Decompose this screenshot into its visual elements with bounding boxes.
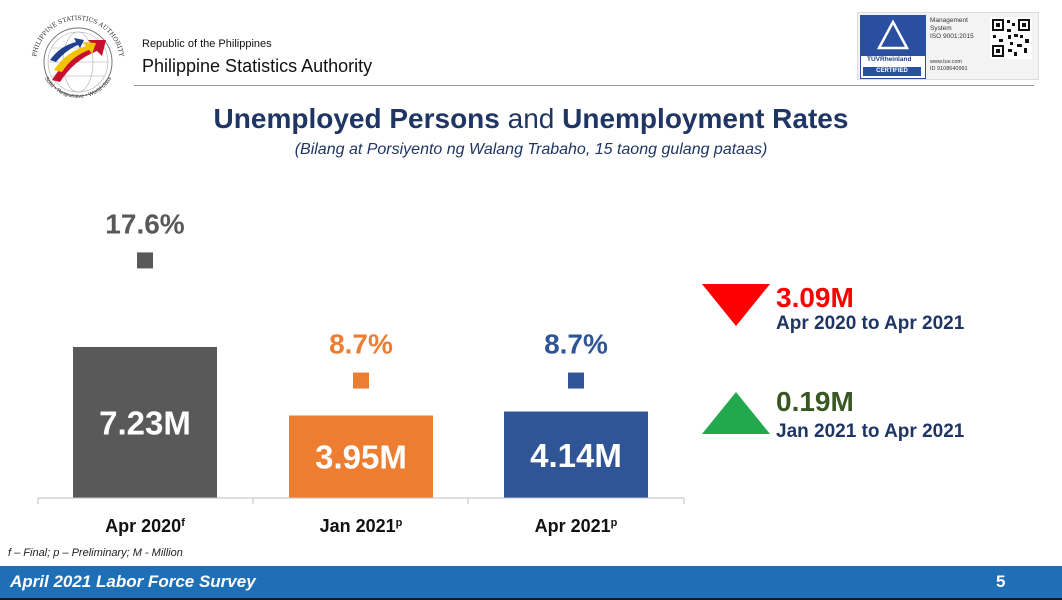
tuv-triangle-icon <box>861 16 925 56</box>
rate-marker <box>137 252 153 269</box>
page-number: 5 <box>996 572 1006 591</box>
footnote: f – Final; p – Preliminary; M - Million <box>8 547 183 559</box>
title-part: Unemployed Persons <box>213 103 500 134</box>
rate-label: 17.6% <box>105 208 184 239</box>
bar <box>504 411 648 498</box>
tuv-certified: CERTIFIED <box>863 67 921 76</box>
cert-id-number: ID 9108640991 <box>930 66 968 72</box>
bar <box>73 346 217 498</box>
title-part: Unemployment Rates <box>562 103 849 134</box>
x-tick-superscript: p <box>611 517 618 529</box>
x-tick-label: Apr 2021p <box>535 516 618 536</box>
cert-lines: Management System ISO 9001:2015 <box>930 17 990 41</box>
x-tick-label: Jan 2021p <box>320 516 403 536</box>
cert-line: System <box>930 25 952 32</box>
cert-line: ISO 9001:2015 <box>930 33 974 40</box>
title-part: and <box>499 103 563 134</box>
header-divider <box>134 85 1034 86</box>
footer-bar: April 2021 Labor Force Survey 5 <box>0 566 1062 598</box>
bottom-strip <box>0 598 1062 600</box>
x-tick-superscript: f <box>181 517 185 529</box>
footer-label: April 2021 Labor Force Survey <box>10 572 256 591</box>
decrease-period: Apr 2020 to Apr 2021 <box>776 313 965 334</box>
bar-value-label: 4.14M <box>530 437 622 474</box>
cert-web: www.tuv.com <box>930 59 962 65</box>
decrease-value: 3.09M <box>776 282 854 313</box>
rate-label: 8.7% <box>329 329 393 360</box>
cert-line: Management <box>930 17 968 24</box>
increase-period: Jan 2021 to Apr 2021 <box>776 421 965 442</box>
tuv-brand: TÜVRheinland <box>867 56 912 63</box>
x-tick-superscript: p <box>396 517 403 529</box>
cert-id: www.tuv.com ID 9108640991 <box>930 59 990 73</box>
rate-marker <box>353 372 369 389</box>
bar-value-label: 7.23M <box>99 404 191 441</box>
iso-certification-badge: TÜVRheinland CERTIFIED Management System… <box>857 12 1039 80</box>
increase-triangle-icon <box>702 392 770 434</box>
rate-label: 8.7% <box>544 329 608 360</box>
rate-marker <box>568 372 584 389</box>
bar <box>289 415 433 498</box>
chart-title: Unemployed Persons and Unemployment Rate… <box>0 103 1062 135</box>
org-name: Philippine Statistics Authority <box>142 56 373 76</box>
x-tick-label: Apr 2020f <box>105 516 185 536</box>
increase-value: 0.19M <box>776 386 854 417</box>
org-subtitle: Republic of the Philippines <box>142 38 272 50</box>
chart-subtitle: (Bilang at Porsiyento ng Walang Trabaho,… <box>294 141 768 158</box>
bar-value-label: 3.95M <box>315 439 407 476</box>
qr-code-icon <box>990 17 1032 59</box>
decrease-triangle-icon <box>702 284 770 326</box>
tuv-logo: TÜVRheinland CERTIFIED <box>860 15 926 79</box>
psa-logo: PHILIPPINE STATISTICS AUTHORITY Solid • … <box>31 15 124 100</box>
